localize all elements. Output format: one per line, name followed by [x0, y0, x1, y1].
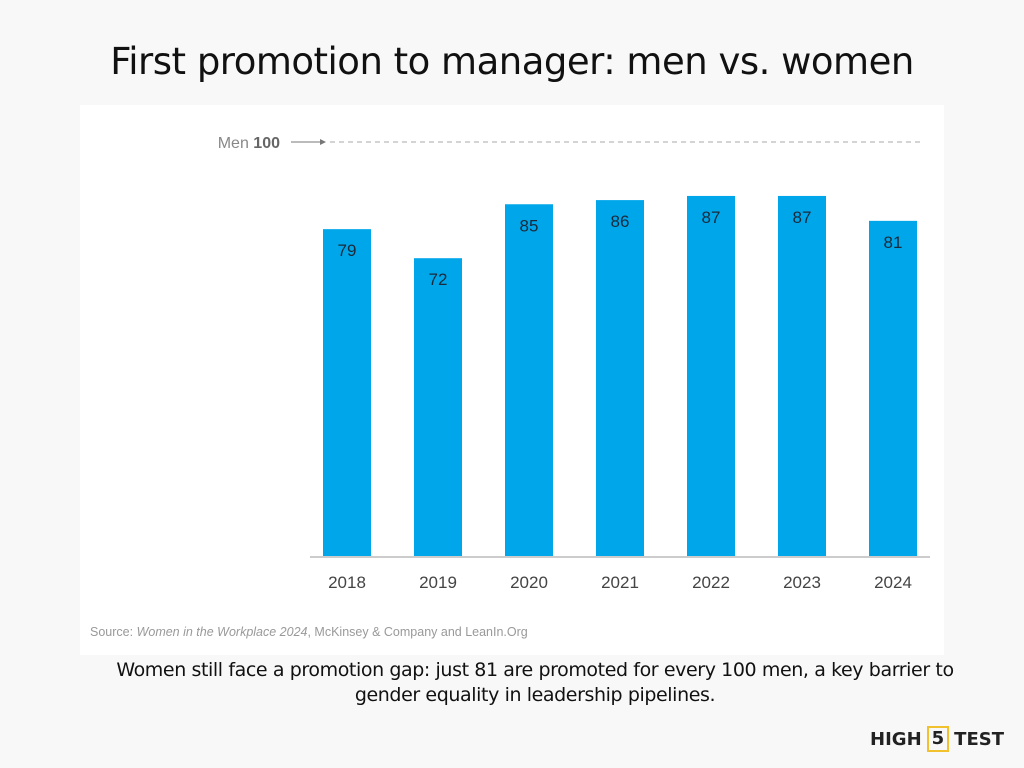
- data-label-2022: 87: [702, 208, 721, 227]
- caption: Women still face a promotion gap: just 8…: [116, 659, 954, 706]
- page-title: First promotion to manager: men vs. wome…: [110, 40, 914, 83]
- logo-text-five: 5: [926, 726, 950, 752]
- bar-2024: [869, 220, 917, 557]
- x-tick-2022: 2022: [692, 573, 730, 592]
- data-label-2021: 86: [611, 212, 630, 231]
- logo-text-high: HIGH: [870, 728, 922, 750]
- bar-2020: [505, 204, 553, 557]
- x-tick-2018: 2018: [328, 573, 366, 592]
- data-label-2020: 85: [520, 216, 539, 235]
- bar-2019: [414, 258, 462, 557]
- data-label-2024: 81: [884, 233, 903, 252]
- arrow-head-icon: [320, 139, 326, 145]
- source-note: Source: Women in the Workplace 2024, McK…: [90, 625, 528, 639]
- bar-2018: [323, 229, 371, 557]
- brand-logo: HIGH 5 TEST: [870, 726, 1004, 752]
- logo-text-test: TEST: [954, 728, 1004, 750]
- data-label-2018: 79: [338, 241, 357, 260]
- bar-2023: [778, 195, 826, 557]
- x-tick-2021: 2021: [601, 573, 639, 592]
- data-label-2019: 72: [429, 270, 448, 289]
- x-tick-2019: 2019: [419, 573, 457, 592]
- reference-label: Men 100: [218, 135, 280, 152]
- x-tick-2023: 2023: [783, 573, 821, 592]
- bar-2021: [596, 200, 644, 557]
- data-label-2023: 87: [793, 208, 812, 227]
- bar-2022: [687, 195, 735, 557]
- x-tick-2024: 2024: [874, 573, 912, 592]
- x-tick-2020: 2020: [510, 573, 548, 592]
